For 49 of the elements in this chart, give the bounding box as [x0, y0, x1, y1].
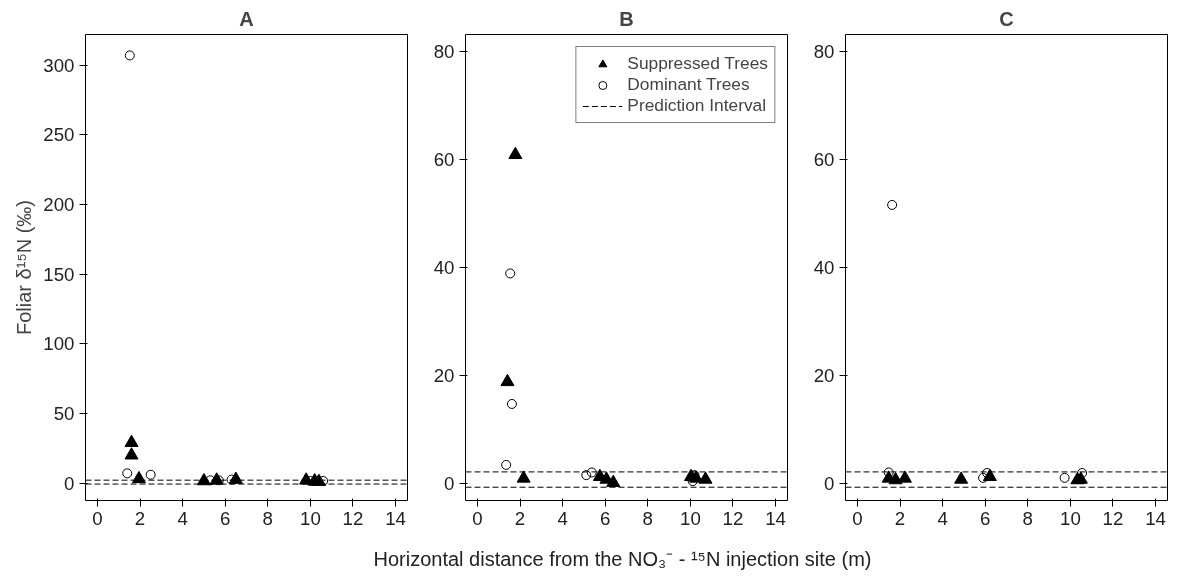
y-tick-label: 150: [43, 263, 75, 285]
y-tick-label: 0: [824, 472, 835, 494]
x-tick-label: 8: [1022, 507, 1033, 529]
y-tick-label: 40: [813, 257, 835, 278]
x-tick-label: 4: [937, 507, 948, 529]
y-tick-label: 20: [813, 364, 835, 386]
y-tick-label: 0: [64, 472, 75, 494]
x-tick-label: 2: [514, 507, 526, 529]
x-tick-label: 12: [722, 507, 744, 529]
x-tick-label: 6: [600, 507, 611, 529]
y-tick-label: 250: [43, 124, 75, 146]
x-tick-label: 14: [385, 507, 406, 529]
y-tick-label: 0: [444, 472, 455, 494]
y-tick-label: 60: [433, 149, 455, 171]
x-tick-label: 2: [134, 507, 146, 529]
chart-title: B: [619, 7, 634, 30]
x-tick-label: 0: [92, 507, 103, 529]
y-tick-label: 300: [43, 54, 75, 76]
x-tick-label: 12: [1102, 507, 1124, 529]
x-tick-label: 12: [342, 507, 364, 529]
x-tick-label: 6: [980, 507, 991, 529]
x-tick-label: 6: [220, 507, 231, 529]
x-tick-label: 4: [177, 507, 188, 529]
chart-title: A: [239, 7, 254, 30]
x-tick-label: 10: [300, 507, 321, 529]
x-tick-label: 14: [765, 507, 786, 529]
y-tick-label: 60: [813, 149, 835, 171]
y-tick-label: 40: [433, 257, 455, 278]
chart-title: C: [999, 7, 1014, 30]
x-tick-label: 2: [894, 507, 906, 529]
x-tick-label: 0: [472, 507, 483, 529]
x-tick-label: 0: [852, 507, 863, 529]
x-tick-label: 10: [680, 507, 701, 529]
y-tick-label: 200: [43, 193, 75, 215]
x-axis-title: Horizontal distance from the NO₃⁻ - ¹⁵N injection site (m): [373, 547, 872, 572]
legend-label: Prediction Interval: [627, 95, 767, 116]
x-tick-label: 4: [557, 507, 568, 529]
x-tick-label: 14: [1145, 507, 1166, 529]
x-tick-label: 10: [1060, 507, 1081, 529]
y-tick-label: 50: [53, 402, 75, 424]
y-tick-label: 20: [433, 364, 455, 386]
legend-label: Suppressed Trees: [627, 53, 768, 74]
y-tick-label: 80: [813, 41, 835, 63]
x-tick-label: 8: [642, 507, 653, 529]
x-tick-label: 8: [262, 507, 273, 529]
legend-label: Dominant Trees: [627, 74, 750, 95]
y-tick-label: 100: [43, 333, 75, 355]
y-tick-label: 80: [433, 41, 455, 63]
y-axis-title: Foliar δ¹⁵N (‰): [13, 200, 36, 335]
